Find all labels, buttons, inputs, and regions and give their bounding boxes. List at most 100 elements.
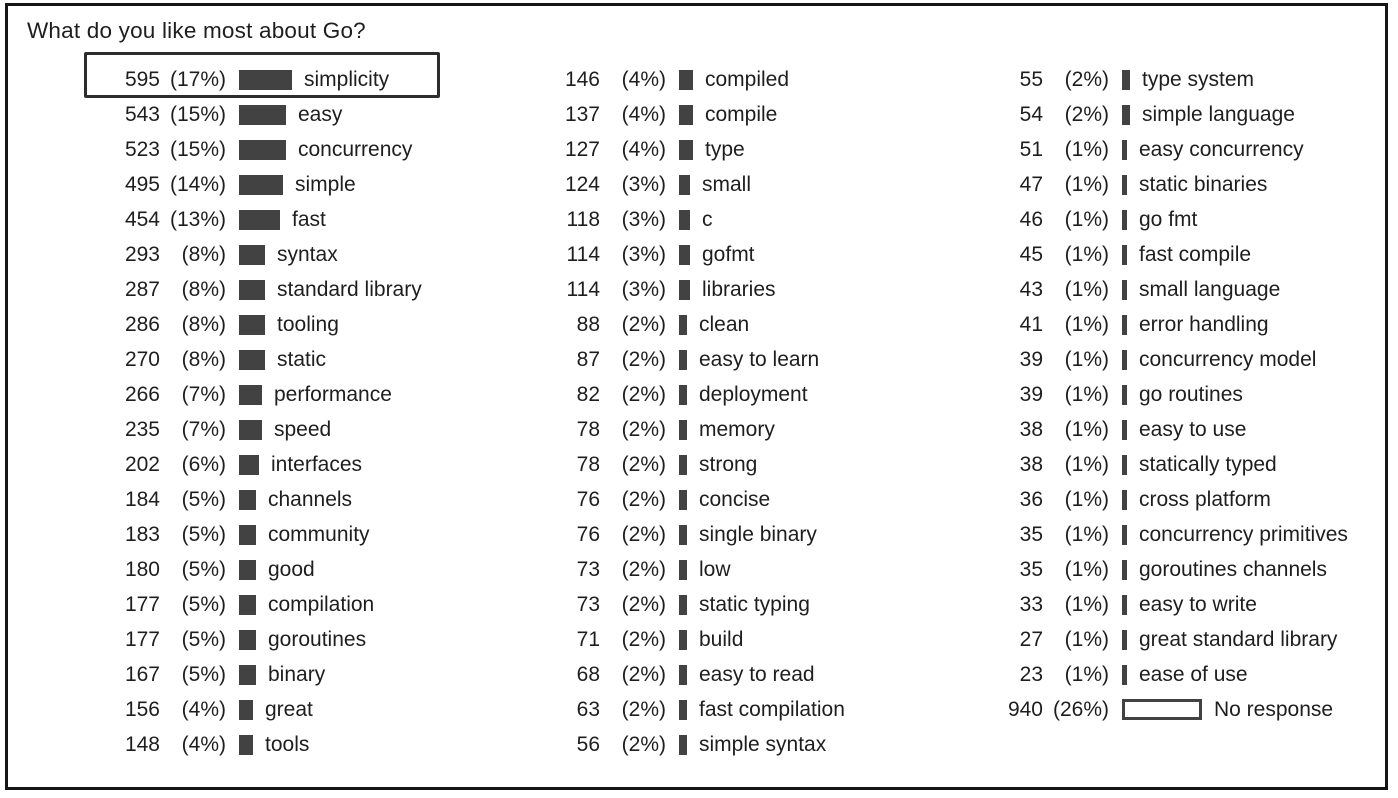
category-label: binary bbox=[268, 662, 326, 686]
percent-value: (2%) bbox=[621, 732, 666, 756]
value-bar bbox=[239, 629, 256, 650]
chart-row: 38 (1%) easy to use bbox=[993, 412, 1348, 447]
percent-value: (15%) bbox=[169, 102, 226, 126]
chart-column-3: 55 (2%) type system 54 (2%) simple language 51… bbox=[993, 62, 1348, 727]
chart-row: 124 (3%) small bbox=[550, 167, 845, 202]
count-value: 270 bbox=[124, 347, 160, 371]
percent-value: (5%) bbox=[181, 522, 226, 546]
value-bar bbox=[239, 524, 256, 545]
value-bar bbox=[239, 104, 286, 125]
chart-row: 33 (1%) easy to write bbox=[993, 587, 1348, 622]
count-value: 35 bbox=[1019, 522, 1043, 546]
chart-row: 177 (5%) goroutines bbox=[110, 622, 422, 657]
chart-row: 76 (2%) single binary bbox=[550, 517, 845, 552]
count-value: 137 bbox=[564, 102, 600, 126]
category-label: compiled bbox=[705, 67, 790, 91]
percent-value: (2%) bbox=[1064, 102, 1109, 126]
count-value: 114 bbox=[566, 242, 600, 266]
value-bar bbox=[679, 209, 690, 230]
chart-row: 35 (1%) goroutines channels bbox=[993, 552, 1348, 587]
count-value: 495 bbox=[124, 172, 160, 196]
percent-value: (2%) bbox=[621, 347, 666, 371]
value-bar bbox=[239, 244, 265, 265]
category-label: compile bbox=[705, 102, 778, 126]
count-value: 454 bbox=[124, 207, 160, 231]
category-label: channels bbox=[268, 487, 353, 511]
count-value: 266 bbox=[124, 382, 160, 406]
category-label: easy to read bbox=[699, 662, 815, 686]
category-label: syntax bbox=[277, 242, 338, 266]
category-label: community bbox=[268, 522, 370, 546]
count-value: 39 bbox=[1019, 382, 1043, 406]
percent-value: (1%) bbox=[1064, 277, 1109, 301]
value-bar bbox=[1122, 454, 1127, 475]
category-label: static bbox=[277, 347, 327, 371]
percent-value: (1%) bbox=[1064, 452, 1109, 476]
category-label: low bbox=[699, 557, 731, 581]
count-value: 76 bbox=[576, 487, 600, 511]
chart-row: 270 (8%) static bbox=[110, 342, 422, 377]
count-value: 51 bbox=[1019, 137, 1043, 161]
chart-row: 595 (17%) simplicity bbox=[110, 62, 422, 97]
count-value: 73 bbox=[576, 557, 600, 581]
category-label: easy to learn bbox=[699, 347, 820, 371]
value-bar bbox=[1122, 349, 1127, 370]
category-label: strong bbox=[699, 452, 758, 476]
value-bar bbox=[1122, 104, 1130, 125]
chart-row: 41 (1%) error handling bbox=[993, 307, 1348, 342]
category-label: concise bbox=[699, 487, 771, 511]
count-value: 46 bbox=[1019, 207, 1043, 231]
percent-value: (5%) bbox=[181, 487, 226, 511]
chart-row: 43 (1%) small language bbox=[993, 272, 1348, 307]
chart-row: 114 (3%) libraries bbox=[550, 272, 845, 307]
percent-value: (4%) bbox=[621, 137, 666, 161]
chart-row: 54 (2%) simple language bbox=[993, 97, 1348, 132]
count-value: 38 bbox=[1019, 452, 1043, 476]
percent-value: (1%) bbox=[1064, 137, 1109, 161]
category-label: build bbox=[699, 627, 744, 651]
chart-row: 940 (26%) No response bbox=[993, 692, 1348, 727]
percent-value: (6%) bbox=[181, 452, 226, 476]
chart-row: 495 (14%) simple bbox=[110, 167, 422, 202]
chart-row: 68 (2%) easy to read bbox=[550, 657, 845, 692]
value-bar bbox=[1122, 174, 1127, 195]
percent-value: (3%) bbox=[621, 277, 666, 301]
value-bar bbox=[1122, 559, 1127, 580]
category-label: error handling bbox=[1139, 312, 1269, 336]
percent-value: (1%) bbox=[1064, 242, 1109, 266]
chart-row: 78 (2%) memory bbox=[550, 412, 845, 447]
value-bar bbox=[679, 594, 687, 615]
count-value: 56 bbox=[576, 732, 600, 756]
count-value: 167 bbox=[124, 662, 160, 686]
category-label: simplicity bbox=[304, 67, 390, 91]
count-value: 71 bbox=[576, 627, 600, 651]
count-value: 27 bbox=[1019, 627, 1043, 651]
percent-value: (26%) bbox=[1052, 697, 1109, 721]
percent-value: (2%) bbox=[621, 452, 666, 476]
percent-value: (5%) bbox=[181, 592, 226, 616]
category-label: deployment bbox=[699, 382, 808, 406]
value-bar bbox=[1122, 524, 1127, 545]
percent-value: (5%) bbox=[181, 662, 226, 686]
value-bar bbox=[1122, 384, 1127, 405]
count-value: 41 bbox=[1019, 312, 1043, 336]
category-label: goroutines channels bbox=[1139, 557, 1327, 581]
percent-value: (2%) bbox=[621, 487, 666, 511]
chart-row: 27 (1%) great standard library bbox=[993, 622, 1348, 657]
count-value: 940 bbox=[1007, 697, 1043, 721]
category-label: No response bbox=[1214, 697, 1334, 721]
value-bar bbox=[679, 384, 687, 405]
category-label: gofmt bbox=[702, 242, 755, 266]
value-bar bbox=[679, 104, 693, 125]
chart-row: 51 (1%) easy concurrency bbox=[993, 132, 1348, 167]
count-value: 156 bbox=[124, 697, 160, 721]
category-label: easy to write bbox=[1139, 592, 1257, 616]
value-bar bbox=[239, 314, 265, 335]
value-bar bbox=[1122, 664, 1127, 685]
percent-value: (7%) bbox=[181, 382, 226, 406]
count-value: 76 bbox=[576, 522, 600, 546]
percent-value: (1%) bbox=[1064, 627, 1109, 651]
value-bar bbox=[1122, 629, 1127, 650]
chart-row: 293 (8%) syntax bbox=[110, 237, 422, 272]
value-bar bbox=[679, 559, 687, 580]
